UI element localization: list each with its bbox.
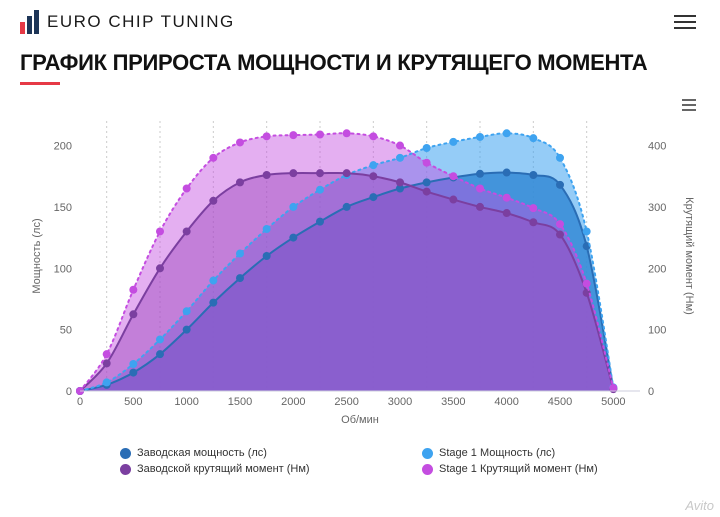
chart-legend: Заводская мощность (лс) Stage 1 Мощность … xyxy=(20,439,700,475)
legend-label: Заводская мощность (лс) xyxy=(137,447,267,459)
svg-text:0: 0 xyxy=(66,386,72,398)
page-title: ГРАФИК ПРИРОСТА МОЩНОСТИ И КРУТЯЩЕГО МОМ… xyxy=(0,40,720,76)
svg-text:4500: 4500 xyxy=(548,396,572,408)
svg-text:400: 400 xyxy=(648,141,666,153)
legend-item[interactable]: Заводской крутящий момент (Нм) xyxy=(120,463,398,475)
svg-text:2500: 2500 xyxy=(334,396,358,408)
svg-text:50: 50 xyxy=(60,325,72,337)
svg-text:2000: 2000 xyxy=(281,396,305,408)
svg-text:1000: 1000 xyxy=(174,396,198,408)
title-underline xyxy=(20,82,60,85)
svg-text:1500: 1500 xyxy=(228,396,252,408)
svg-text:100: 100 xyxy=(648,325,666,337)
legend-label: Заводской крутящий момент (Нм) xyxy=(137,463,310,475)
svg-text:200: 200 xyxy=(54,141,72,153)
legend-label: Stage 1 Крутящий момент (Нм) xyxy=(439,463,598,475)
site-header: EURO CHIP TUNING xyxy=(0,0,720,40)
legend-marker-icon xyxy=(120,448,131,459)
legend-item[interactable]: Stage 1 Крутящий момент (Нм) xyxy=(422,463,700,475)
brand-logo[interactable]: EURO CHIP TUNING xyxy=(20,10,235,34)
svg-text:300: 300 xyxy=(648,202,666,214)
watermark: Avito xyxy=(685,498,714,513)
hamburger-menu-icon[interactable] xyxy=(674,15,696,29)
performance-chart: 0500100015002000250030003500400045005000… xyxy=(20,99,700,439)
svg-text:Мощность (лс): Мощность (лс) xyxy=(31,218,43,293)
svg-text:5000: 5000 xyxy=(601,396,625,408)
svg-text:3500: 3500 xyxy=(441,396,465,408)
brand-name: EURO CHIP TUNING xyxy=(47,12,235,32)
svg-text:Крутящий момент (Нм): Крутящий момент (Нм) xyxy=(683,197,695,315)
legend-item[interactable]: Заводская мощность (лс) xyxy=(120,447,398,459)
legend-marker-icon xyxy=(422,448,433,459)
legend-marker-icon xyxy=(120,464,131,475)
legend-item[interactable]: Stage 1 Мощность (лс) xyxy=(422,447,700,459)
legend-marker-icon xyxy=(422,464,433,475)
svg-text:3000: 3000 xyxy=(388,396,412,408)
svg-text:Об/мин: Об/мин xyxy=(341,414,379,426)
legend-label: Stage 1 Мощность (лс) xyxy=(439,447,555,459)
chart-container: 0500100015002000250030003500400045005000… xyxy=(20,99,700,475)
chart-context-menu-icon[interactable] xyxy=(682,99,696,111)
svg-text:100: 100 xyxy=(54,263,72,275)
svg-text:500: 500 xyxy=(124,396,142,408)
svg-text:0: 0 xyxy=(77,396,83,408)
svg-text:4000: 4000 xyxy=(494,396,518,408)
svg-text:150: 150 xyxy=(54,202,72,214)
svg-text:0: 0 xyxy=(648,386,654,398)
svg-text:200: 200 xyxy=(648,263,666,275)
logo-bars-icon xyxy=(20,10,39,34)
